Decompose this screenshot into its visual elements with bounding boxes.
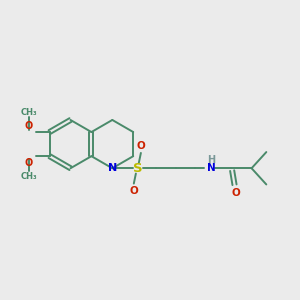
Text: CH₃: CH₃ [21, 107, 37, 116]
Text: S: S [133, 162, 142, 175]
Text: O: O [25, 121, 33, 130]
Text: O: O [25, 158, 33, 168]
Text: H: H [207, 155, 215, 165]
Text: O: O [136, 141, 145, 151]
Text: N: N [207, 163, 215, 173]
Text: N: N [108, 163, 117, 173]
Text: O: O [129, 186, 138, 196]
Text: O: O [232, 188, 240, 198]
Text: CH₃: CH₃ [21, 172, 37, 181]
